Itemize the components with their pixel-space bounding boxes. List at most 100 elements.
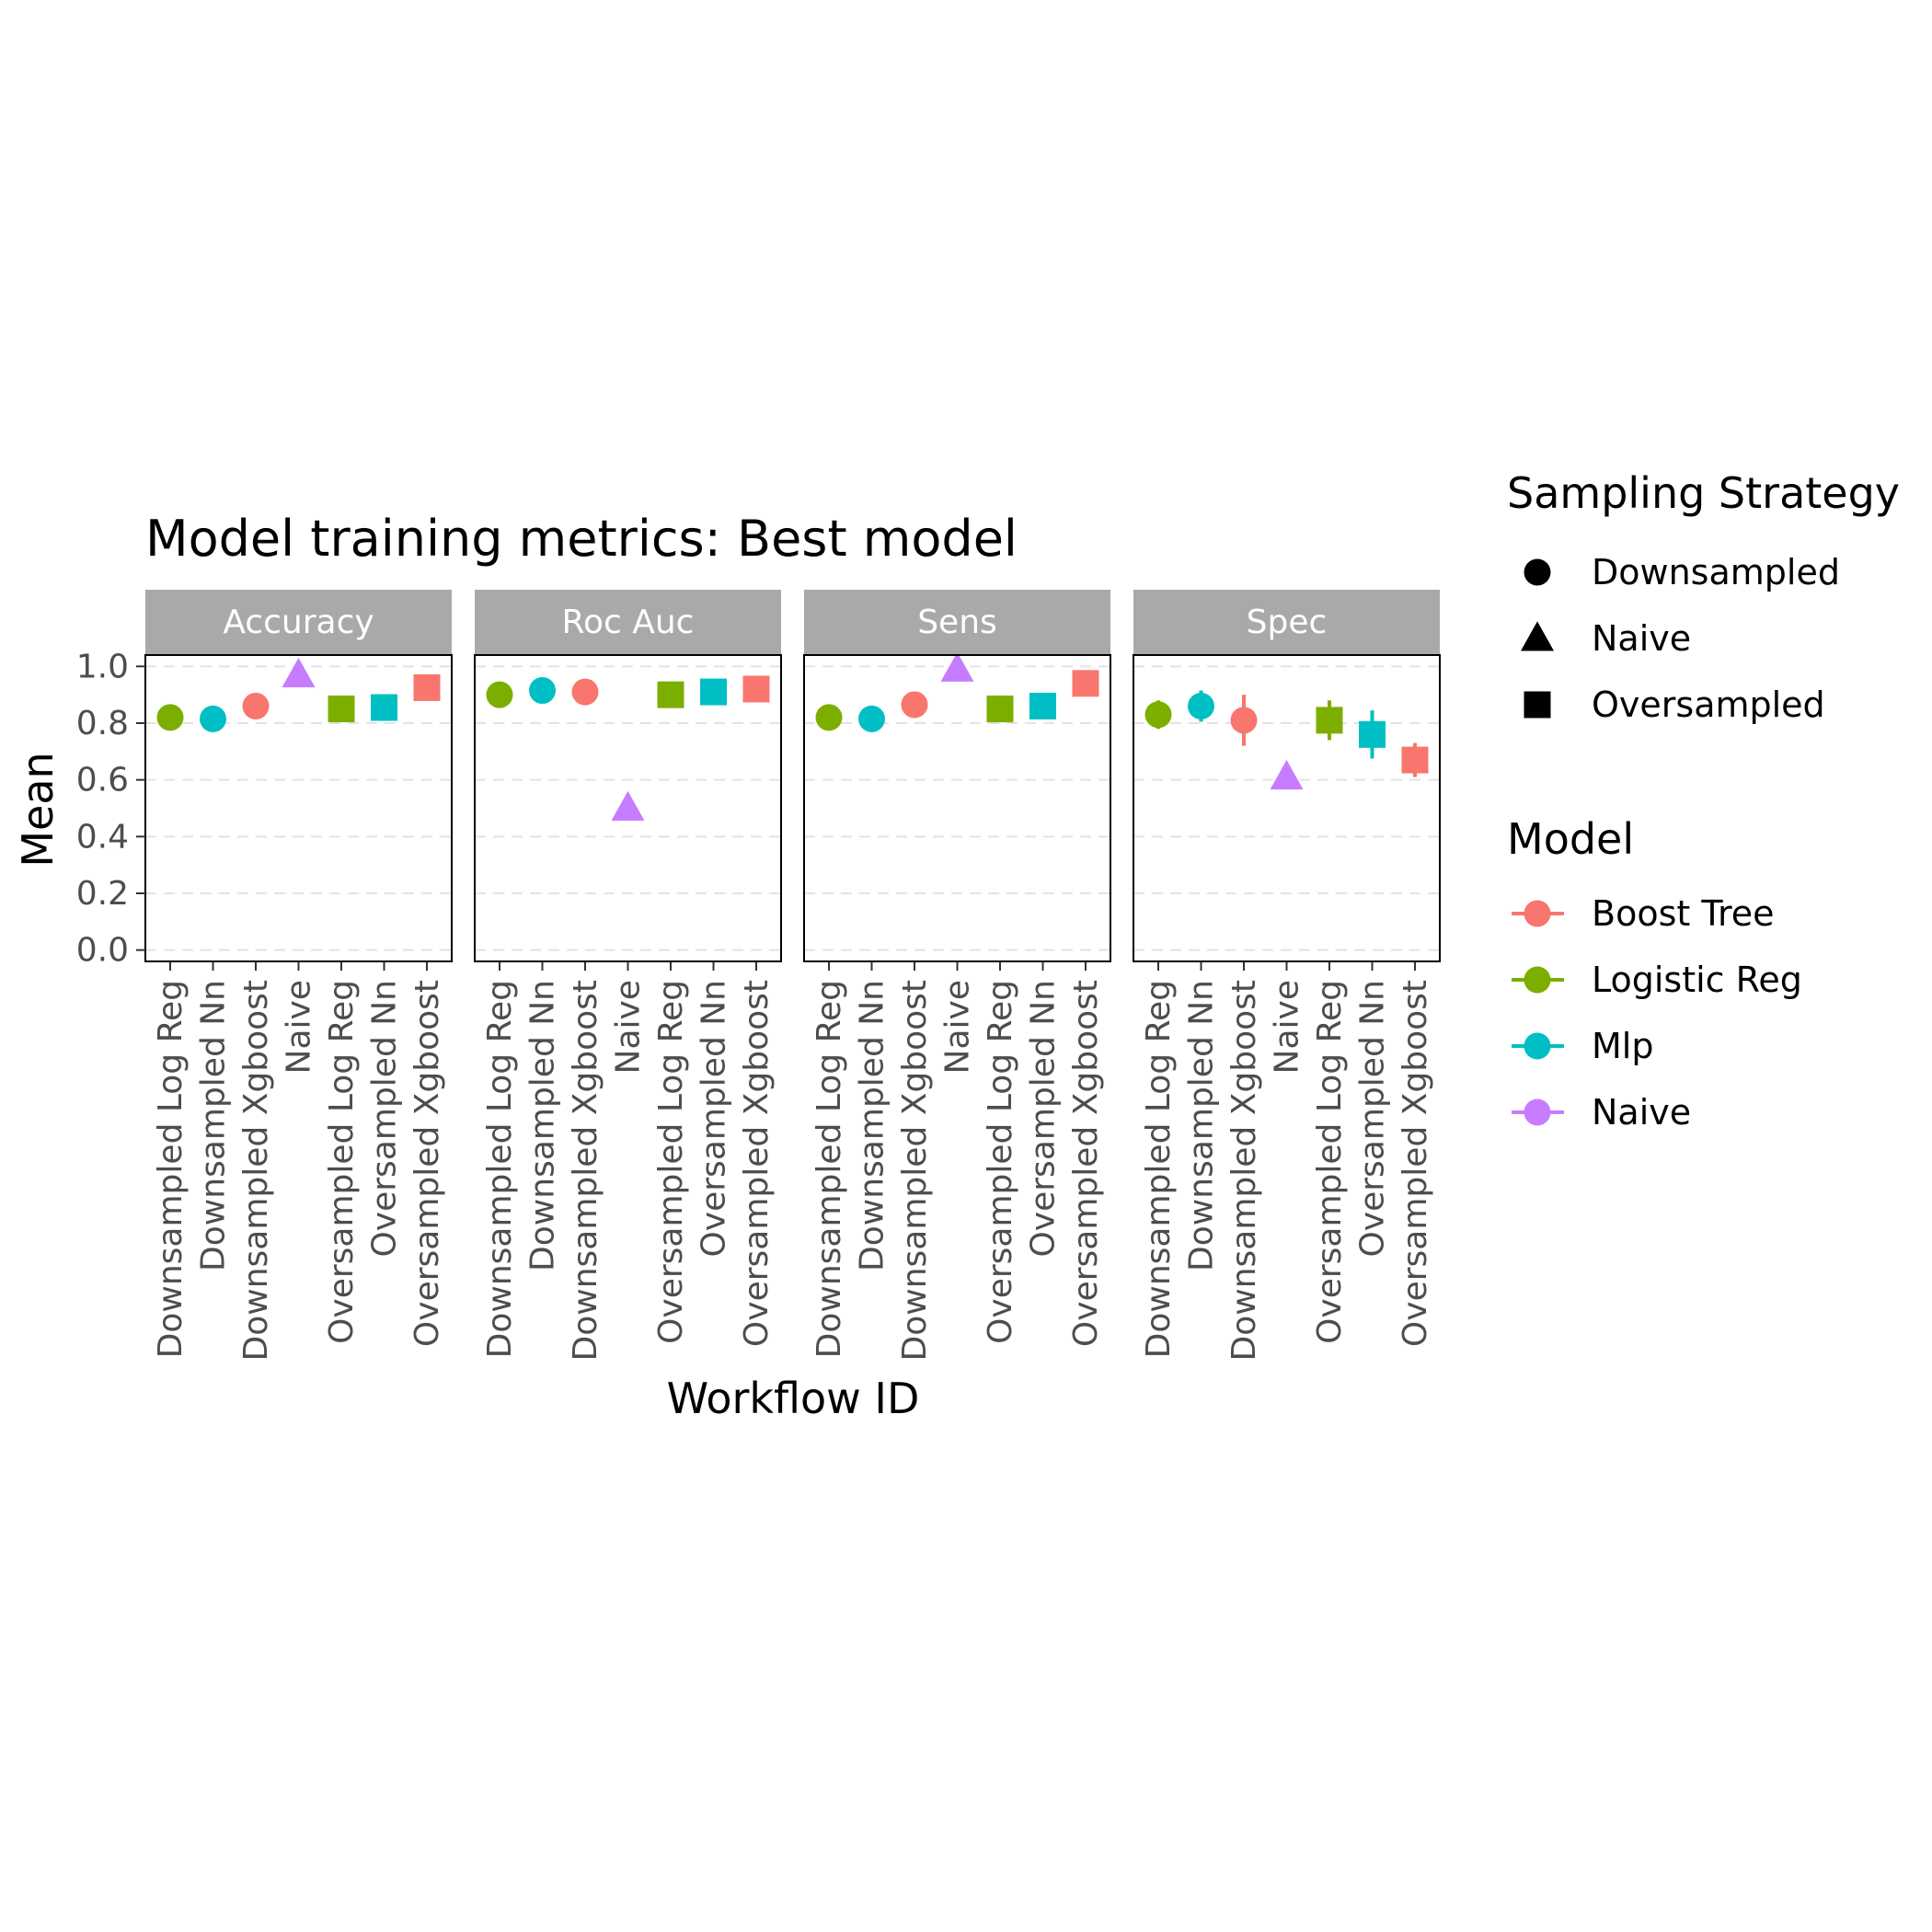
data-point-oversampled-nn [371,694,397,721]
data-point-naive [611,790,645,821]
data-point-downsampled-nn [1188,693,1214,719]
x-tick-label: Downsampled Nn [854,980,891,1271]
data-point-downsampled-xgboost [571,678,599,706]
facet-roc-auc: Roc Auc Downsampled Log Reg Downsampled Nn… [474,590,782,1361]
y-tick-label: 0.6 [76,762,129,799]
data-point-naive [1270,759,1304,790]
facet-strip [1133,590,1440,655]
x-tick-label: Naive [1269,980,1306,1074]
data-point-downsampled-xgboost [1230,707,1258,734]
x-tick-label: Downsampled Xgboost [237,980,275,1361]
data-point-downsampled-xgboost [901,691,928,719]
x-axis-label: Workflow ID [667,1374,920,1423]
legend-label-mlp: Mlp [1592,1026,1653,1066]
facet-strip-label: Sens [917,604,997,641]
x-tick-label: Downsampled Nn [195,980,233,1271]
x-tick-label: Oversampled Xgboost [408,980,446,1347]
legend-key-mlp [1524,1032,1551,1060]
x-tick-label: Oversampled Log Reg [982,980,1019,1344]
data-point-downsampled-log-reg [1144,701,1172,729]
legend-shape-title: Sampling Strategy [1507,468,1900,518]
legend-key-oversampled [1524,691,1551,719]
legend-key-naive [1524,1098,1551,1126]
x-tick-label: Oversampled Log Reg [1311,980,1349,1344]
data-point-oversampled-nn [700,678,727,706]
x-tick-label: Oversampled Nn [1025,980,1063,1258]
data-point-oversampled-nn [1359,720,1386,748]
data-point-oversampled-xgboost [413,673,441,701]
data-point-downsampled-xgboost [242,693,270,719]
chart-title: Model training metrics: Best model [145,510,1018,568]
data-point-downsampled-nn [858,705,885,732]
x-tick-label: Downsampled Log Reg [1140,980,1178,1358]
y-tick-label: 0.8 [76,705,129,742]
facet-strip [804,590,1110,655]
facet-strip [145,590,452,655]
data-point-downsampled-nn [529,677,556,705]
x-tick-label: Naive [281,980,318,1074]
panel-border [474,654,782,962]
x-tick-label: Downsampled Xgboost [1225,980,1263,1361]
data-point-oversampled-log-reg [328,696,355,723]
data-point-downsampled-log-reg [486,681,513,708]
x-tick-label: Naive [610,980,648,1074]
data-point-oversampled-log-reg [986,696,1014,723]
legend-label-naive: Naive [1592,1092,1691,1133]
legend-key-downsampled [1524,558,1551,586]
y-tick-label: 0.4 [76,818,129,856]
data-point-oversampled-nn [1029,693,1056,719]
data-point-downsampled-log-reg [815,704,843,731]
facet-spec: Spec Downsampled Log Reg Downsampled Nn Dow… [1133,590,1441,1361]
x-tick-label: Oversampled Log Reg [652,980,690,1344]
legend-key-boost-tree [1524,900,1551,927]
x-tick-label: Downsampled Log Reg [811,980,848,1358]
y-axis: 0.0 0.2 0.4 0.6 0.8 1.0 [76,648,145,970]
facet-strip-label: Spec [1247,604,1328,641]
y-axis-label: Mean [13,752,63,867]
y-tick-label: 1.0 [76,648,129,685]
facet-strip-label: Roc Auc [562,604,695,641]
data-point-oversampled-xgboost [742,675,770,703]
x-tick-label: Downsampled Log Reg [152,980,190,1358]
x-tick-label: Downsampled Nn [1183,980,1221,1271]
y-tick-label: 0.0 [76,932,129,970]
legend-shape-items: Downsampled Naive Oversampled [1521,552,1840,725]
x-tick-label: Downsampled Xgboost [567,980,604,1361]
data-point-oversampled-log-reg [1316,707,1343,734]
panel-border [144,654,453,962]
data-point-downsampled-nn [200,705,226,732]
panel-border [803,654,1111,962]
legend: Sampling Strategy Downsampled Naive Oversa… [1507,468,1900,1133]
x-tick-label: Downsampled Log Reg [481,980,519,1358]
legend-key-naive [1521,621,1554,651]
facet-accuracy: Accuracy Downsampled Log Reg Downsampled N… [144,590,453,1361]
x-tick-label: Naive [939,980,977,1074]
legend-key-logistic-reg [1524,966,1551,994]
data-point-naive [282,657,316,688]
x-tick-label: Oversampled Log Reg [323,980,361,1344]
legend-label-naive: Naive [1592,618,1691,659]
legend-label-downsampled: Downsampled [1592,552,1840,592]
panel-border [1133,654,1441,962]
data-point-naive [940,651,974,682]
data-point-oversampled-log-reg [657,681,684,708]
data-point-downsampled-log-reg [156,704,184,731]
x-tick-label: Oversampled Nn [696,980,733,1258]
data-point-oversampled-xgboost [1401,746,1429,774]
legend-label-oversampled: Oversampled [1592,684,1825,725]
legend-label-boost-tree: Boost Tree [1592,893,1775,934]
legend-label-logistic-reg: Logistic Reg [1592,960,1802,1000]
legend-color-items: Boost Tree Logistic Reg Mlp Naive [1512,893,1802,1133]
x-tick-label: Oversampled Xgboost [1397,980,1434,1347]
y-tick-label: 0.2 [76,875,129,913]
x-tick-label: Oversampled Nn [366,980,404,1258]
x-tick-label: Oversampled Nn [1354,980,1392,1258]
legend-color-title: Model [1507,814,1634,864]
facet-sens: Sens Downsampled Log Reg Downsampled Nn Dow… [803,590,1111,1361]
facet-strip [475,590,781,655]
data-point-oversampled-xgboost [1072,670,1099,697]
x-tick-label: Oversampled Xgboost [1067,980,1105,1347]
x-tick-label: Oversampled Xgboost [738,980,776,1347]
